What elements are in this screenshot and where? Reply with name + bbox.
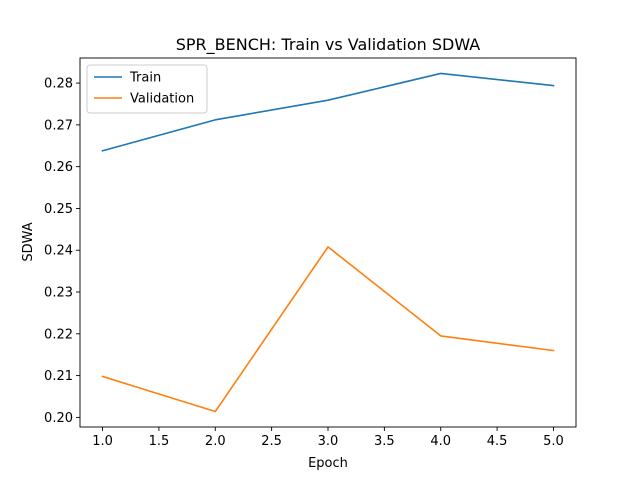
y-tick-label: 0.23 <box>44 286 73 301</box>
y-tick-label: 0.28 <box>44 77 73 92</box>
axis-ticks: 1.0 1.5 2.0 2.5 3.0 3.5 4.0 4.5 5.0 0.20 0.21 0.22 0… <box>44 77 564 449</box>
legend-label-validation: Validation <box>130 92 194 107</box>
legend: Train Validation <box>86 64 208 114</box>
x-tick-label: 3.5 <box>374 434 395 449</box>
y-tick-label: 0.27 <box>44 118 73 133</box>
x-tick-label: 4.5 <box>487 434 508 449</box>
y-tick-label: 0.22 <box>44 327 73 342</box>
x-axis-label: Epoch <box>308 456 348 471</box>
y-axis-label: SDWA <box>21 222 36 261</box>
series-line-validation <box>101 246 555 413</box>
x-tick-label: 3.0 <box>318 434 339 449</box>
x-tick-label: 4.0 <box>430 434 451 449</box>
chart-title: SPR_BENCH: Train vs Validation SDWA <box>176 35 481 55</box>
x-tick-label: 1.5 <box>149 434 170 449</box>
y-tick-label: 0.24 <box>44 244 73 259</box>
series-line-train <box>101 72 555 152</box>
x-tick-label: 1.0 <box>92 434 113 449</box>
y-tick-label: 0.26 <box>44 160 73 175</box>
x-tick-label: 2.0 <box>205 434 226 449</box>
y-tick-label: 0.20 <box>44 411 73 426</box>
y-tick-label: 0.21 <box>44 369 73 384</box>
x-tick-label: 5.0 <box>543 434 564 449</box>
legend-label-train: Train <box>129 71 161 86</box>
x-tick-label: 2.5 <box>261 434 282 449</box>
y-tick-label: 0.25 <box>44 202 73 217</box>
